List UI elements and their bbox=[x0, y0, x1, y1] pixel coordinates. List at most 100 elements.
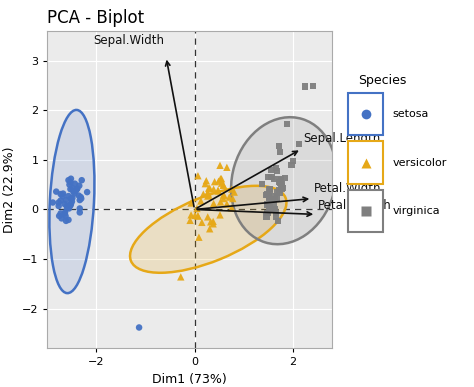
Point bbox=[204, 190, 211, 196]
Point bbox=[73, 185, 81, 192]
Point bbox=[270, 202, 277, 209]
Point bbox=[265, 197, 273, 203]
Point bbox=[301, 84, 309, 90]
Point bbox=[186, 217, 194, 223]
Point bbox=[194, 213, 202, 219]
Text: Sepal.Width: Sepal.Width bbox=[93, 34, 164, 47]
X-axis label: Dim1 (73%): Dim1 (73%) bbox=[152, 373, 227, 386]
Point bbox=[273, 168, 281, 174]
Point bbox=[267, 206, 274, 212]
Point bbox=[266, 185, 273, 192]
Point bbox=[270, 194, 277, 200]
Point bbox=[310, 83, 317, 89]
Point bbox=[276, 180, 283, 186]
Point bbox=[229, 195, 237, 202]
Point bbox=[210, 221, 217, 227]
Point bbox=[58, 215, 65, 221]
Point bbox=[194, 173, 202, 179]
Point bbox=[276, 149, 284, 155]
Point bbox=[274, 218, 282, 224]
Point bbox=[63, 203, 71, 209]
Point bbox=[223, 201, 231, 207]
Text: virginica: virginica bbox=[393, 206, 440, 216]
Point bbox=[75, 192, 82, 199]
Point bbox=[277, 176, 284, 182]
Point bbox=[217, 199, 224, 205]
Point bbox=[295, 141, 303, 147]
Point bbox=[200, 191, 207, 197]
Point bbox=[67, 201, 75, 207]
Point bbox=[272, 214, 280, 220]
Point bbox=[277, 176, 284, 183]
Text: PCA - Biplot: PCA - Biplot bbox=[47, 9, 145, 27]
FancyBboxPatch shape bbox=[348, 93, 383, 135]
Point bbox=[278, 181, 285, 187]
Text: Petal.Width: Petal.Width bbox=[314, 182, 382, 195]
Point bbox=[264, 210, 271, 216]
Point bbox=[278, 183, 285, 190]
Point bbox=[66, 202, 74, 208]
Point bbox=[67, 176, 75, 182]
Point bbox=[73, 186, 81, 192]
Point bbox=[264, 192, 271, 198]
Point bbox=[195, 234, 203, 240]
Point bbox=[187, 212, 195, 218]
Point bbox=[194, 213, 202, 219]
Point bbox=[75, 183, 83, 189]
Text: setosa: setosa bbox=[393, 109, 429, 119]
Ellipse shape bbox=[49, 110, 94, 293]
Point bbox=[228, 186, 236, 192]
Point bbox=[273, 194, 281, 200]
Point bbox=[55, 203, 63, 209]
Point bbox=[83, 189, 91, 195]
Point bbox=[272, 165, 280, 171]
Point bbox=[258, 181, 265, 187]
Point bbox=[201, 181, 209, 187]
Point bbox=[62, 218, 70, 224]
Point bbox=[61, 209, 69, 216]
Point bbox=[263, 213, 270, 219]
Point bbox=[202, 178, 210, 184]
Point bbox=[273, 210, 280, 216]
FancyBboxPatch shape bbox=[348, 141, 383, 184]
Point bbox=[67, 202, 74, 209]
Point bbox=[198, 219, 206, 226]
Point bbox=[220, 192, 228, 198]
Point bbox=[219, 182, 227, 188]
Point bbox=[271, 206, 278, 212]
Text: Sepal.Length: Sepal.Length bbox=[303, 132, 381, 145]
Point bbox=[69, 185, 76, 191]
FancyBboxPatch shape bbox=[348, 190, 383, 232]
Point bbox=[191, 212, 199, 219]
Point bbox=[265, 194, 273, 200]
Point bbox=[273, 189, 281, 195]
Point bbox=[283, 121, 291, 127]
Point bbox=[62, 213, 69, 219]
Point bbox=[275, 187, 283, 193]
Point bbox=[64, 217, 72, 223]
Point bbox=[177, 274, 184, 280]
Point bbox=[197, 198, 205, 204]
Point bbox=[279, 185, 287, 191]
Point bbox=[78, 177, 85, 183]
Point bbox=[265, 174, 273, 180]
Point bbox=[289, 158, 297, 164]
Point bbox=[278, 186, 285, 192]
Point bbox=[76, 197, 83, 203]
Point bbox=[71, 190, 78, 197]
Point bbox=[204, 193, 211, 199]
Point bbox=[72, 188, 80, 194]
Point bbox=[67, 179, 74, 185]
Text: Species: Species bbox=[358, 74, 407, 87]
Point bbox=[271, 176, 278, 182]
Point bbox=[61, 211, 68, 217]
Point bbox=[135, 324, 143, 330]
Point bbox=[57, 191, 64, 197]
Point bbox=[218, 180, 225, 186]
Point bbox=[205, 185, 212, 191]
Point bbox=[57, 197, 64, 204]
Point bbox=[226, 194, 233, 200]
Point bbox=[53, 188, 60, 195]
Point bbox=[266, 204, 273, 211]
Point bbox=[59, 193, 66, 199]
